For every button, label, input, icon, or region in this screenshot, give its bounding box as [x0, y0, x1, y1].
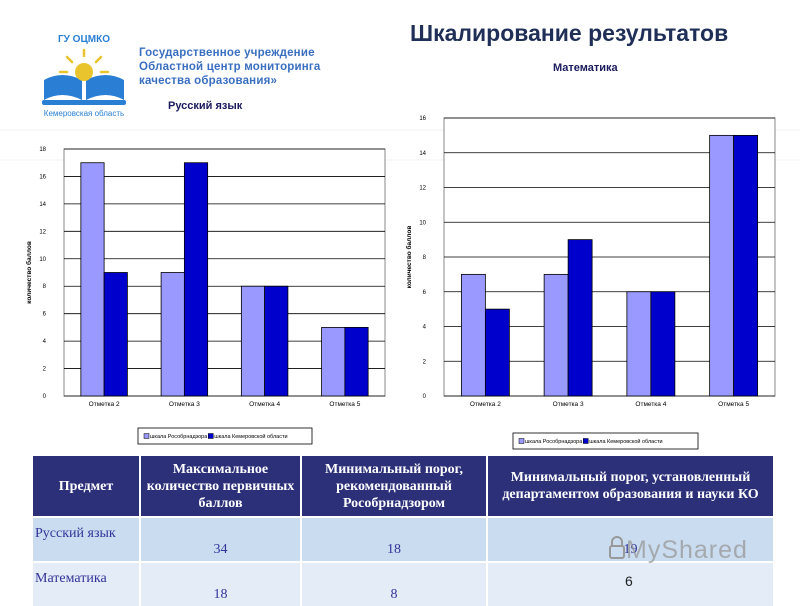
y-tick-label: 12 — [39, 229, 46, 235]
logo-arc-text: ГУ ОЦМКО — [58, 34, 110, 45]
x-tick-label: Отметка 5 — [718, 401, 749, 408]
bar-math-2 — [484, 308, 510, 397]
org-line-3: качества образования» — [139, 75, 278, 87]
cell-subject: Математика — [33, 561, 141, 606]
x-tick-label: Отметка 3 — [169, 401, 200, 408]
cell-regional-threshold — [487, 561, 775, 606]
bar-math-1 — [626, 291, 652, 397]
legend-swatch — [208, 433, 214, 439]
table-row: Математика 18 8 — [33, 561, 775, 606]
bar-russian-2 — [344, 326, 369, 397]
legend-swatch — [518, 438, 525, 444]
bar-russian-2 — [103, 272, 128, 397]
thresholds-table: Предмет Максимальное количество первичны… — [33, 456, 775, 606]
bar-russian-1 — [321, 326, 346, 397]
x-tick-label: Отметка 4 — [249, 401, 280, 408]
page-number: 6 — [625, 573, 633, 589]
legend-label: шкала Рособрнадзора — [150, 434, 208, 440]
cell-max-score: 18 — [140, 561, 302, 606]
y-tick-label: 4 — [43, 339, 47, 345]
y-tick-label: 10 — [39, 257, 46, 263]
y-axis-label: количество баллов — [25, 241, 33, 304]
y-tick-label: 16 — [419, 116, 426, 122]
bar-math-2 — [650, 291, 676, 397]
bar-math-1 — [709, 134, 735, 397]
y-tick-label: 4 — [423, 325, 427, 331]
chart-title-math: Математика — [553, 62, 618, 74]
cell-regional-threshold: 19 — [487, 516, 775, 562]
slide-title: Шкалирование результатов — [410, 20, 729, 46]
bar-russian-1 — [240, 285, 266, 397]
organization-logo: ГУ ОЦМКО Кемеровская область — [42, 34, 126, 118]
header-regional-threshold: Минимальный порог, установленный департа… — [487, 456, 775, 517]
y-tick-label: 0 — [43, 394, 47, 400]
bar-russian-1 — [80, 162, 105, 397]
bar-math-2 — [733, 134, 759, 397]
logo-region-text: Кемеровская область — [44, 109, 124, 118]
header-max-score: Максимальное количество первичных баллов — [140, 456, 302, 517]
header-federal-threshold: Минимальный порог, рекомендованный Рособ… — [301, 456, 488, 517]
y-tick-label: 18 — [39, 147, 46, 153]
y-tick-label: 8 — [43, 284, 47, 290]
watermark: MyShared — [626, 536, 748, 564]
chart-title-russian: Русский язык — [168, 100, 243, 112]
cell-subject: Русский язык — [33, 516, 141, 562]
header-subject: Предмет — [33, 456, 141, 517]
bar-math-2 — [567, 239, 593, 397]
y-tick-label: 0 — [423, 394, 427, 400]
bar-russian-2 — [264, 285, 289, 397]
legend-label: шкала Кемеровской области — [214, 433, 287, 440]
x-tick-label: Отметка 4 — [635, 401, 666, 408]
org-line-2: Областной центр мониторинга — [139, 61, 321, 73]
x-tick-label: Отметка 2 — [89, 401, 120, 408]
y-tick-label: 14 — [39, 202, 46, 208]
legend-swatch — [143, 433, 150, 439]
y-tick-label: 14 — [419, 151, 426, 157]
y-tick-label: 6 — [43, 312, 47, 318]
cell-federal-threshold: 18 — [301, 516, 488, 562]
x-tick-label: Отметка 3 — [553, 401, 584, 408]
legend-box-russian — [137, 427, 313, 445]
table-row: Русский язык 34 18 19 — [33, 516, 775, 562]
legend-swatch — [583, 438, 589, 444]
organization-name: Государственное учреждение Областной цен… — [139, 46, 359, 88]
bar-russian-2 — [183, 162, 209, 397]
y-tick-label: 6 — [423, 290, 427, 296]
y-axis-label: количество баллов — [405, 226, 413, 289]
org-line-1: Государственное учреждение — [139, 47, 315, 59]
bar-math-1 — [543, 273, 569, 397]
y-tick-label: 2 — [43, 367, 47, 373]
bar-math-1 — [460, 273, 486, 397]
legend-label: шкала Кемеровской области — [589, 438, 662, 445]
legend-label: шкала Рособрнадзора — [525, 439, 583, 445]
bar-russian-1 — [160, 272, 185, 397]
x-tick-label: Отметка 2 — [470, 401, 501, 408]
y-tick-label: 16 — [39, 174, 46, 180]
cell-federal-threshold: 8 — [301, 561, 488, 606]
lock-icon — [609, 536, 625, 559]
legend-box-math — [512, 432, 699, 450]
cell-max-score: 34 — [140, 516, 302, 562]
y-tick-label: 12 — [419, 186, 426, 192]
y-tick-label: 8 — [423, 255, 427, 261]
y-tick-label: 10 — [419, 220, 426, 226]
x-tick-label: Отметка 5 — [329, 401, 360, 408]
y-tick-label: 2 — [423, 359, 427, 365]
